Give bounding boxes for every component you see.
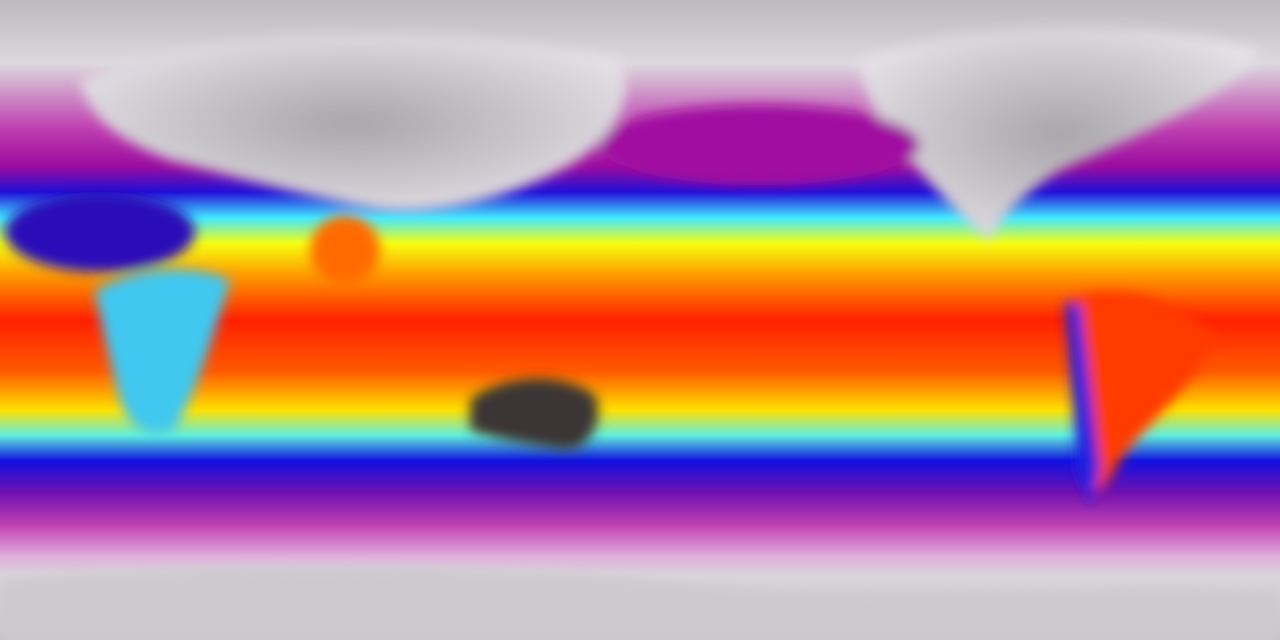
landmass-south-america (1070, 292, 1215, 491)
landmass-australia (470, 378, 599, 450)
landmass-eurasia (80, 35, 626, 211)
landmass-north-america (860, 28, 1260, 240)
landmass-india (310, 215, 380, 285)
landmass-antarctica (0, 566, 1280, 640)
andes-cold-band (1065, 300, 1100, 505)
pacific-dry-region (600, 105, 920, 185)
landmass-africa (95, 269, 230, 434)
region-sahara (5, 192, 195, 272)
